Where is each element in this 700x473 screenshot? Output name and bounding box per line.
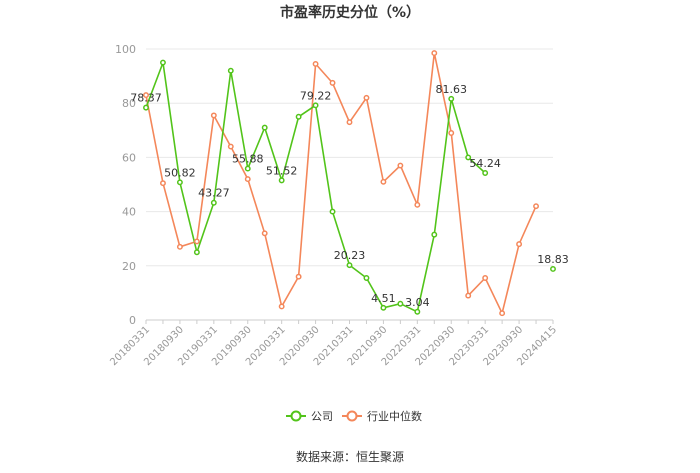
grid: [146, 48, 553, 321]
data-point[interactable]: [244, 176, 251, 183]
data-point[interactable]: [244, 165, 251, 172]
series-line-1: [145, 52, 537, 316]
data-label: 3.04: [405, 296, 430, 309]
data-point[interactable]: [160, 59, 166, 66]
data-point[interactable]: [363, 94, 370, 101]
source-note: 数据来源：恒生聚源: [296, 449, 404, 464]
data-label: 50.82: [164, 166, 196, 179]
y-tick-label: 20: [122, 260, 136, 273]
data-point[interactable]: [176, 243, 183, 250]
data-label: 54.24: [469, 157, 501, 170]
data-point[interactable]: [160, 180, 166, 187]
data-point[interactable]: [465, 292, 472, 299]
series-points: [143, 50, 556, 317]
y-tick-label: 100: [115, 43, 136, 56]
data-point[interactable]: [193, 238, 200, 245]
y-tick-label: 40: [122, 206, 136, 219]
data-point[interactable]: [312, 102, 319, 109]
data-point[interactable]: [278, 177, 285, 184]
data-point[interactable]: [312, 60, 319, 67]
data-point[interactable]: [516, 241, 523, 248]
data-point[interactable]: [227, 143, 234, 150]
legend-swatch-marker: [346, 410, 358, 422]
y-tick-label: 60: [122, 151, 136, 164]
data-point[interactable]: [363, 275, 370, 281]
data-label: 43.27: [198, 187, 230, 200]
data-point[interactable]: [397, 300, 404, 307]
legend-swatch-marker: [290, 410, 302, 422]
data-point[interactable]: [346, 119, 353, 126]
legend-item-0[interactable]: 公司: [286, 410, 333, 423]
series-lines: [145, 52, 537, 316]
data-point[interactable]: [295, 273, 302, 280]
data-point[interactable]: [482, 170, 489, 176]
data-point[interactable]: [397, 162, 404, 169]
data-point[interactable]: [210, 112, 217, 119]
data-point[interactable]: [261, 124, 268, 131]
data-point[interactable]: [448, 130, 455, 136]
data-point[interactable]: [414, 201, 421, 208]
data-point[interactable]: [550, 266, 556, 272]
x-axis: 2018033120180930201903312019093020200331…: [108, 320, 559, 368]
data-point[interactable]: [346, 262, 353, 269]
data-point[interactable]: [261, 230, 268, 237]
data-point[interactable]: [380, 304, 387, 311]
data-label: 4.51: [371, 292, 396, 305]
data-point[interactable]: [431, 231, 438, 238]
y-axis: 0 20 40 60 80 100: [115, 43, 136, 327]
data-label: 51.52: [266, 164, 298, 177]
legend-item-1[interactable]: 行业中位数: [342, 409, 422, 423]
y-tick-label: 80: [122, 97, 136, 110]
data-point[interactable]: [431, 50, 438, 57]
data-point[interactable]: [143, 92, 149, 99]
data-label: 55.88: [232, 153, 264, 166]
data-label: 79.22: [300, 89, 332, 102]
data-point[interactable]: [329, 208, 336, 215]
data-point[interactable]: [414, 308, 421, 315]
data-point[interactable]: [448, 95, 455, 102]
data-point[interactable]: [482, 275, 489, 281]
data-point[interactable]: [533, 203, 539, 210]
data-point[interactable]: [329, 79, 336, 86]
data-point[interactable]: [380, 178, 387, 185]
data-point[interactable]: [499, 310, 506, 317]
data-point[interactable]: [278, 303, 285, 310]
data-label: 81.63: [436, 83, 468, 96]
legend[interactable]: 公司 行业中位数: [286, 409, 422, 423]
data-point[interactable]: [143, 104, 149, 111]
legend-label: 行业中位数: [367, 409, 422, 423]
data-point[interactable]: [465, 154, 472, 161]
data-label: 78.37: [130, 92, 162, 105]
data-point[interactable]: [295, 113, 302, 120]
data-point[interactable]: [210, 199, 217, 206]
chart-title: 市盈率历史分位（%）: [280, 4, 420, 21]
legend-label: 公司: [311, 410, 333, 423]
y-tick-label: 0: [129, 314, 136, 327]
data-point[interactable]: [193, 249, 200, 256]
data-label: 20.23: [334, 249, 366, 262]
data-point[interactable]: [227, 67, 234, 74]
data-point[interactable]: [176, 179, 183, 186]
data-label: 18.83: [537, 253, 569, 266]
